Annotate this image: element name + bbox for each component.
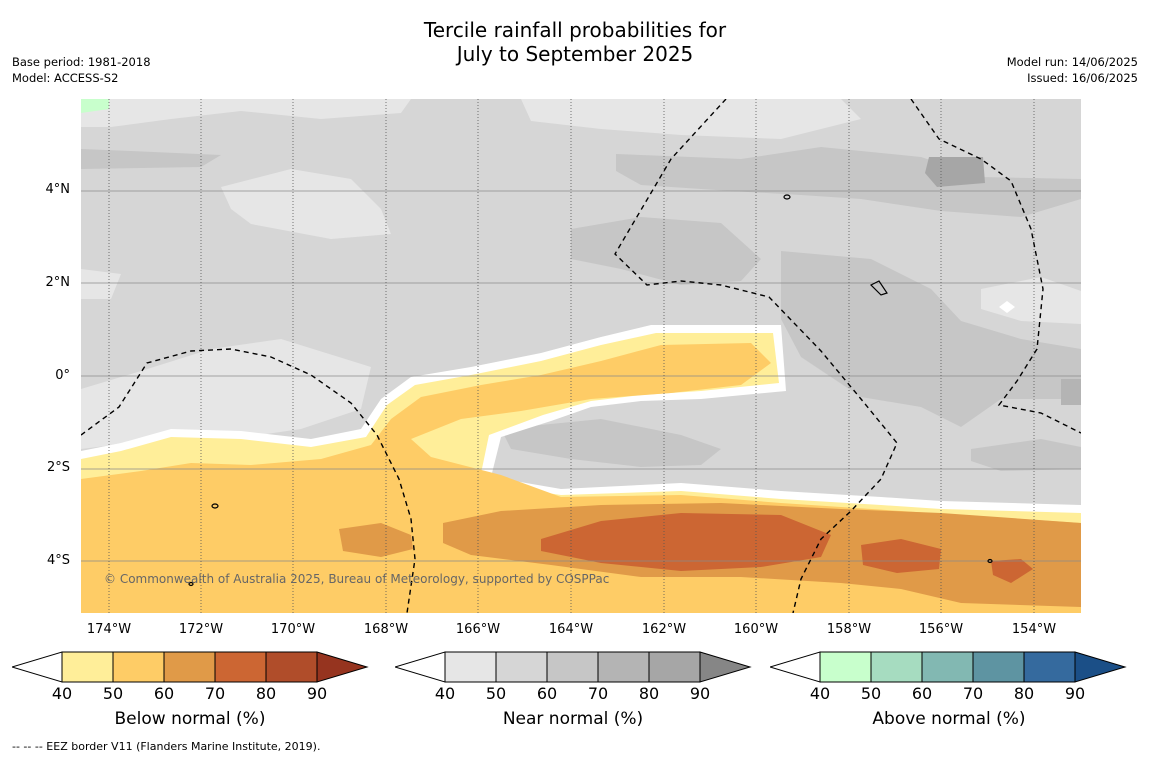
colorbar-title-above: Above normal (%) xyxy=(872,709,1026,729)
colorbar-title-below: Below normal (%) xyxy=(114,709,266,729)
near-normal-60-region xyxy=(781,251,1081,427)
colorbar-tick: 80 xyxy=(638,684,660,703)
colorbar-tick: 50 xyxy=(102,684,124,703)
colorbar-tick: 60 xyxy=(536,684,558,703)
near-normal-40-region xyxy=(221,169,391,239)
lat-label-2n: 2°N xyxy=(45,275,71,290)
below-normal-70-region xyxy=(991,559,1033,583)
eez-borders xyxy=(81,99,1081,613)
near-normal-60-region xyxy=(501,419,721,467)
below-normal-50-region xyxy=(81,529,1081,613)
base-period: Base period: 1981-2018 xyxy=(12,55,151,69)
near-normal-40-region xyxy=(81,339,371,449)
colorbar-swatch xyxy=(819,651,872,683)
colorbar-swatch xyxy=(444,651,497,683)
lon-label-156w: 156°W xyxy=(918,622,964,637)
colorbar-tick: 80 xyxy=(1013,684,1035,703)
below-normal-70-region xyxy=(541,513,831,571)
lon-label-174w: 174°W xyxy=(86,622,132,637)
lon-label-172w: 172°W xyxy=(178,622,224,637)
colorbar-swatch xyxy=(870,651,923,683)
colorbar-high-extension xyxy=(1074,651,1127,683)
islands xyxy=(188,194,993,587)
lon-label-158w: 158°W xyxy=(826,622,872,637)
below-normal-70-region xyxy=(861,539,941,573)
colorbar-tick: 70 xyxy=(587,684,609,703)
colorbar-swatch xyxy=(648,651,701,683)
lat-label-4n: 4°N xyxy=(45,182,71,197)
map-title: Tercile rainfall probabilities for July … xyxy=(0,18,1150,66)
near-normal-60-region xyxy=(81,149,221,169)
colorbar-tick: 70 xyxy=(962,684,984,703)
lat-label-0: 0° xyxy=(55,368,70,383)
colorbar-tick: 90 xyxy=(1064,684,1086,703)
title-line-1: Tercile rainfall probabilities for xyxy=(423,18,727,42)
colorbar-low-extension xyxy=(395,651,446,683)
lon-label-160w: 160°W xyxy=(733,622,779,637)
colorbar-swatch xyxy=(163,651,216,683)
colorbar-tick: 40 xyxy=(434,684,456,703)
colorbar-tick: 40 xyxy=(51,684,73,703)
colorbar-swatch xyxy=(921,651,974,683)
meta-right: Model run: 14/06/2025 Issued: 16/06/2025 xyxy=(1007,54,1138,86)
near-normal-40-region xyxy=(81,269,121,299)
colorbar-swatch xyxy=(265,651,318,683)
colorbar-swatch xyxy=(112,651,165,683)
colorbar-tick: 90 xyxy=(689,684,711,703)
colorbar-high-extension xyxy=(316,651,369,683)
near-normal-40-region xyxy=(521,99,861,139)
colorbar-title-near: Near normal (%) xyxy=(502,709,644,729)
eez-footnote: -- -- -- EEZ border V11 (Flanders Marine… xyxy=(12,740,321,753)
colorbar-tick: 90 xyxy=(306,684,328,703)
colorbar-tick: 60 xyxy=(153,684,175,703)
below-normal-60-region xyxy=(339,523,413,557)
lon-label-170w: 170°W xyxy=(270,622,316,637)
colorbar-tick: 50 xyxy=(485,684,507,703)
lon-label-168w: 168°W xyxy=(363,622,409,637)
colorbar-swatch xyxy=(597,651,650,683)
near-normal-60-region xyxy=(1021,355,1066,379)
near-normal-60-region xyxy=(616,147,1081,217)
near-normal-60-region xyxy=(571,217,761,285)
colorbar-below-normal xyxy=(12,651,369,683)
map-canvas xyxy=(81,99,1081,613)
model-run: Model run: 14/06/2025 xyxy=(1006,55,1138,69)
colorbar-swatch xyxy=(972,651,1025,683)
near-normal-40-region xyxy=(81,99,411,127)
model-name: Model: ACCESS-S2 xyxy=(12,71,119,85)
issued-date: Issued: 16/06/2025 xyxy=(1027,71,1138,85)
lat-label-4s: 4°S xyxy=(46,553,70,568)
lon-label-164w: 164°W xyxy=(548,622,594,637)
colorbar-tick: 40 xyxy=(809,684,831,703)
title-line-2: July to September 2025 xyxy=(456,42,694,66)
near-normal-70-region xyxy=(1061,379,1081,405)
copyright-notice: © Commonwealth of Australia 2025, Bureau… xyxy=(104,572,610,586)
colorbar-tick: 50 xyxy=(860,684,882,703)
probability-map xyxy=(81,99,1081,613)
above-normal-40-region xyxy=(81,99,109,113)
latitude-gridlines xyxy=(81,190,1081,562)
colorbar-tick: 70 xyxy=(204,684,226,703)
lon-label-166w: 166°W xyxy=(455,622,501,637)
colorbar-above-normal xyxy=(770,651,1127,683)
island-marker xyxy=(999,301,1015,313)
colorbar-swatch xyxy=(1023,651,1076,683)
lat-label-2s: 2°S xyxy=(46,460,70,475)
colorbar-swatch xyxy=(214,651,267,683)
colorbar-near-normal xyxy=(395,651,752,683)
colorbar-swatch xyxy=(546,651,599,683)
colorbar-low-extension xyxy=(12,651,63,683)
colorbar-swatch xyxy=(495,651,548,683)
colorbar-tick: 80 xyxy=(255,684,277,703)
colorbar-low-extension xyxy=(770,651,821,683)
colorbar-swatch xyxy=(61,651,114,683)
lon-label-154w: 154°W xyxy=(1011,622,1057,637)
lon-label-162w: 162°W xyxy=(641,622,687,637)
colorbar-tick: 60 xyxy=(911,684,933,703)
near-normal-60-region xyxy=(971,439,1081,471)
near-normal-80-region xyxy=(925,157,985,187)
meta-left: Base period: 1981-2018 Model: ACCESS-S2 xyxy=(12,54,151,86)
colorbar-high-extension xyxy=(699,651,752,683)
